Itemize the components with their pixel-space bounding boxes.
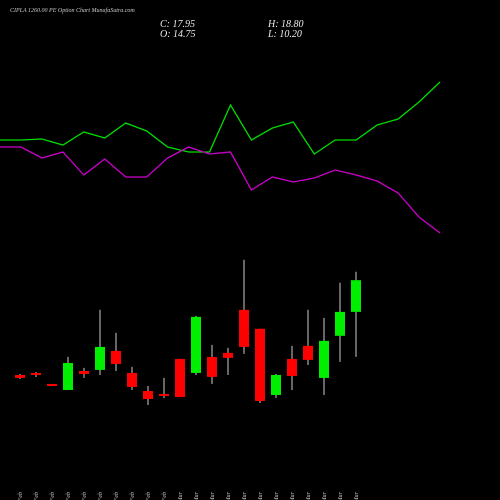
x-tick-label: 11 Mar: [274, 491, 280, 500]
candle-body: [319, 340, 329, 378]
x-tick-label: 26 Feb: [146, 492, 152, 500]
candle-body: [15, 374, 25, 378]
x-tick-label: 25 Feb: [130, 492, 136, 500]
candle-body: [31, 372, 41, 375]
x-tick-label: 23 Feb: [98, 492, 104, 500]
x-tick-label: 18 Feb: [50, 492, 56, 500]
x-tick-label: 13 Mar: [306, 491, 312, 500]
candle-body: [63, 362, 73, 390]
x-tick-label: 05 Mar: [210, 491, 216, 500]
candle-body: [223, 352, 233, 358]
candle-body: [239, 309, 249, 347]
x-tick-label: 17 Mar: [338, 491, 344, 500]
x-tick-label: 02 Mar: [178, 491, 184, 500]
indicator-line: [0, 146, 441, 234]
x-tick-label: 16 Mar: [322, 491, 328, 500]
candle-body: [47, 383, 57, 386]
candle-body: [79, 370, 89, 374]
candle-body: [207, 356, 217, 377]
close-label: C: 17.95: [160, 19, 195, 30]
high-label: H: 18.80: [267, 19, 304, 30]
candle-body: [271, 374, 281, 395]
x-tick-label: 24 Feb: [113, 492, 120, 500]
candle-body: [127, 372, 137, 387]
candle-body: [335, 311, 345, 336]
candle-body: [255, 328, 265, 401]
x-tick-label: 12 Mar: [290, 491, 296, 500]
indicator-line: [0, 81, 441, 155]
candle-body: [303, 345, 313, 360]
candle-body: [191, 316, 201, 373]
x-tick-label: 06 Mar: [226, 491, 232, 500]
x-tick-label: 09 Mar: [242, 491, 248, 500]
candle-body: [111, 350, 121, 364]
x-tick-label: 17 Feb: [34, 492, 40, 500]
x-tick-label: 27 Feb: [162, 492, 168, 500]
x-tick-label: 20 Feb: [82, 492, 88, 500]
x-tick-label: 18 Mar: [354, 491, 360, 500]
low-label: L: 10.20: [267, 29, 302, 40]
candle-body: [95, 346, 105, 370]
candle-body: [143, 390, 153, 400]
open-label: O: 14.75: [160, 29, 196, 40]
x-tick-label: 16 Feb: [18, 492, 24, 500]
x-tick-label: 10 Mar: [258, 491, 264, 500]
x-tick-label: 04 Mar: [193, 491, 200, 500]
candle-body: [159, 393, 169, 396]
chart-title: CIPLA 1260.00 PE Option Chart MunafaSutr…: [10, 7, 135, 14]
candle-body: [287, 358, 297, 376]
x-tick-label: 19 Feb: [66, 492, 72, 500]
candle-body: [351, 280, 361, 312]
candle-body: [175, 358, 185, 398]
